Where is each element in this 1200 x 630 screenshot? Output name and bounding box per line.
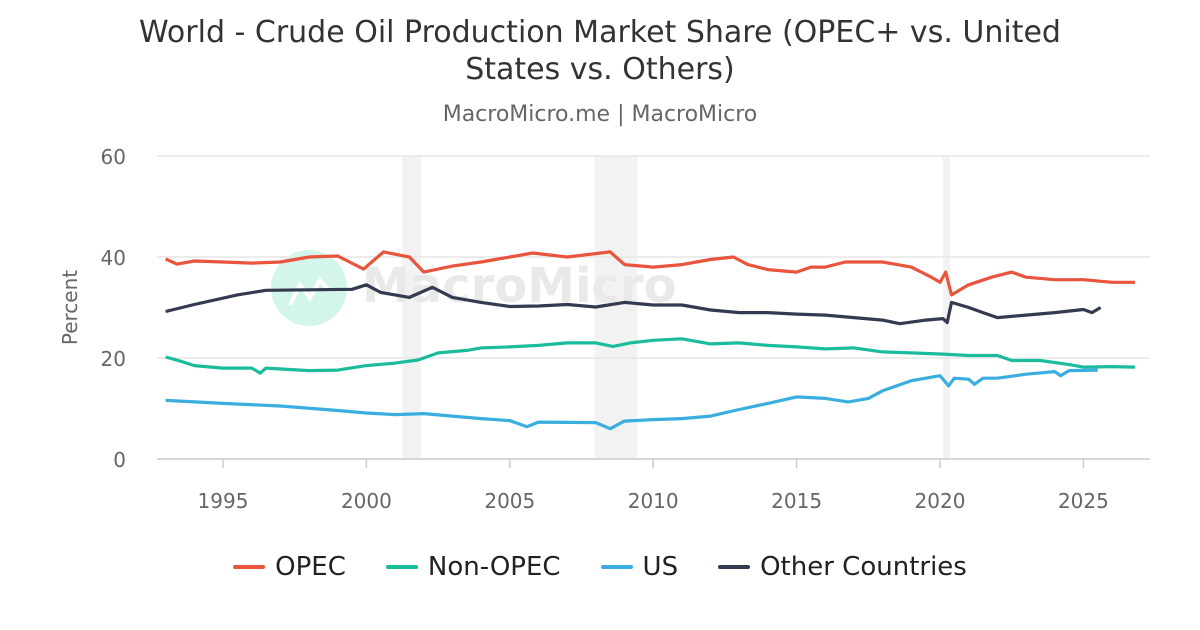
- x-tick-label: 2025: [1058, 489, 1109, 513]
- shaded-period: [402, 156, 421, 459]
- y-tick-label: 0: [113, 448, 126, 472]
- watermark-logo: MacroMicro: [271, 250, 677, 326]
- legend-swatch: [385, 565, 418, 569]
- legend-item-other-countries[interactable]: Other Countries: [718, 552, 967, 582]
- legend-swatch: [233, 565, 266, 569]
- title-line-2: States vs. Others): [465, 52, 735, 87]
- shaded-period: [942, 156, 951, 459]
- x-tick-label: 1995: [198, 489, 249, 513]
- x-tick-label: 2020: [915, 489, 966, 513]
- title-line-1: World - Crude Oil Production Market Shar…: [139, 15, 1061, 50]
- series-line-non-opec: [165, 337, 1136, 375]
- legend-swatch: [718, 565, 751, 569]
- legend-item-non-opec[interactable]: Non-OPEC: [385, 552, 561, 582]
- legend-item-opec[interactable]: OPEC: [233, 552, 346, 582]
- chart-subtitle: MacroMicro.me | MacroMicro: [442, 102, 758, 127]
- legend-item-us[interactable]: US: [600, 552, 679, 582]
- legend-label: Other Countries: [760, 552, 967, 582]
- watermark-text: MacroMicro: [362, 258, 677, 314]
- series-line-opec: [164, 250, 1135, 297]
- legend-swatch: [600, 565, 633, 569]
- x-tick-label: 2010: [628, 489, 679, 513]
- legend-label: Non-OPEC: [427, 552, 561, 582]
- x-tick-label: 2015: [771, 489, 822, 513]
- series-line-other-countries: [165, 283, 1102, 326]
- y-tick-label: 40: [101, 246, 126, 270]
- y-tick-label: 20: [101, 347, 126, 371]
- series-line-us: [165, 368, 1098, 431]
- y-tick-label: 60: [101, 145, 126, 169]
- legend-label: US: [642, 552, 679, 582]
- x-tick-label: 2005: [484, 489, 535, 513]
- y-axis-label: Percent: [58, 270, 82, 345]
- x-tick-label: 2000: [341, 489, 392, 513]
- legend: OPEC Non-OPEC US Other Countries: [0, 552, 1200, 582]
- legend-label: OPEC: [275, 552, 346, 582]
- chart-title: World - Crude Oil Production Market Shar…: [0, 14, 1200, 88]
